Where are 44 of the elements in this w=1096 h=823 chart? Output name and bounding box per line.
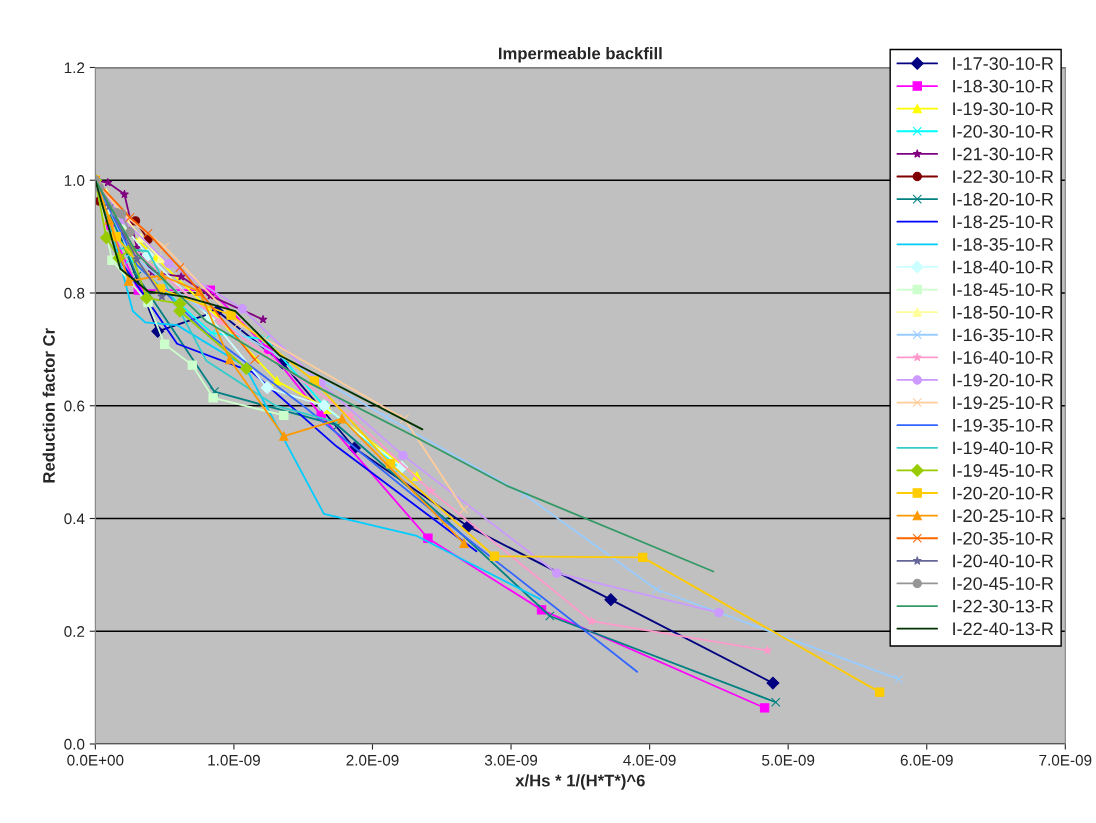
legend-label: I-18-25-10-R xyxy=(953,215,1054,229)
x-tick-label: 2.0E-09 xyxy=(346,754,399,766)
x-tick-label: 7.0E-09 xyxy=(1039,754,1092,766)
legend-label: I-16-35-10-R xyxy=(953,328,1054,342)
legend-label: I-22-40-13-R xyxy=(953,622,1054,636)
legend-label: I-19-25-10-R xyxy=(953,396,1054,410)
x-tick-label: 5.0E-09 xyxy=(762,754,815,766)
legend-label: I-16-40-10-R xyxy=(953,351,1054,364)
x-axis-title: x/Hs * 1/(H*T*)^6 xyxy=(515,774,645,790)
legend-label: I-19-35-10-R xyxy=(953,418,1054,432)
chart-title: Impermeable backfill xyxy=(499,47,662,63)
x-tick-label: 3.0E-09 xyxy=(484,754,538,766)
y-tick-label: 0.2 xyxy=(64,626,85,637)
legend-label: I-18-45-10-R xyxy=(953,283,1054,297)
legend-label: I-20-20-10-R xyxy=(953,486,1054,500)
y-tick-label: 0.8 xyxy=(64,287,85,299)
y-axis-title: Reduction factor Cr xyxy=(42,328,55,483)
legend-label: I-18-35-10-R xyxy=(953,238,1054,251)
legend-label: I-19-20-10-R xyxy=(953,373,1054,387)
x-tick-label: 1.0E-09 xyxy=(208,754,260,766)
legend-label: I-18-40-10-R xyxy=(953,260,1054,274)
y-tick-label: 1.0 xyxy=(64,175,85,186)
legend-label: I-19-30-10-R xyxy=(953,102,1054,116)
y-tick-label: 0.4 xyxy=(64,513,85,525)
legend-label: I-22-30-13-R xyxy=(953,599,1054,613)
legend-label: I-17-30-10-R xyxy=(953,57,1054,70)
legend-label: I-21-30-10-R xyxy=(953,147,1054,161)
legend-label: I-18-50-10-R xyxy=(953,305,1054,319)
legend-label: I-20-25-10-R xyxy=(953,509,1054,523)
legend-label: I-19-45-10-R xyxy=(953,464,1054,477)
legend-label: I-20-40-10-R xyxy=(953,554,1054,568)
legend-label: I-19-40-10-R xyxy=(953,441,1054,455)
y-tick-label: 1.2 xyxy=(64,62,85,74)
x-tick-label: 4.0E-09 xyxy=(623,754,676,766)
legend-label: I-20-45-10-R xyxy=(953,577,1054,590)
legend-label: I-22-30-10-R xyxy=(953,170,1054,183)
x-tick-label: 0.0E+00 xyxy=(67,754,124,766)
legend-label: I-18-20-10-R xyxy=(953,192,1054,206)
legend-label: I-18-30-10-R xyxy=(953,79,1054,93)
x-tick-label: 6.0E-09 xyxy=(900,754,953,766)
y-tick-label: 0.0 xyxy=(64,738,85,750)
legend-label: I-20-30-10-R xyxy=(953,124,1054,138)
legend-label: I-20-35-10-R xyxy=(953,531,1054,545)
y-tick-label: 0.6 xyxy=(64,400,85,412)
